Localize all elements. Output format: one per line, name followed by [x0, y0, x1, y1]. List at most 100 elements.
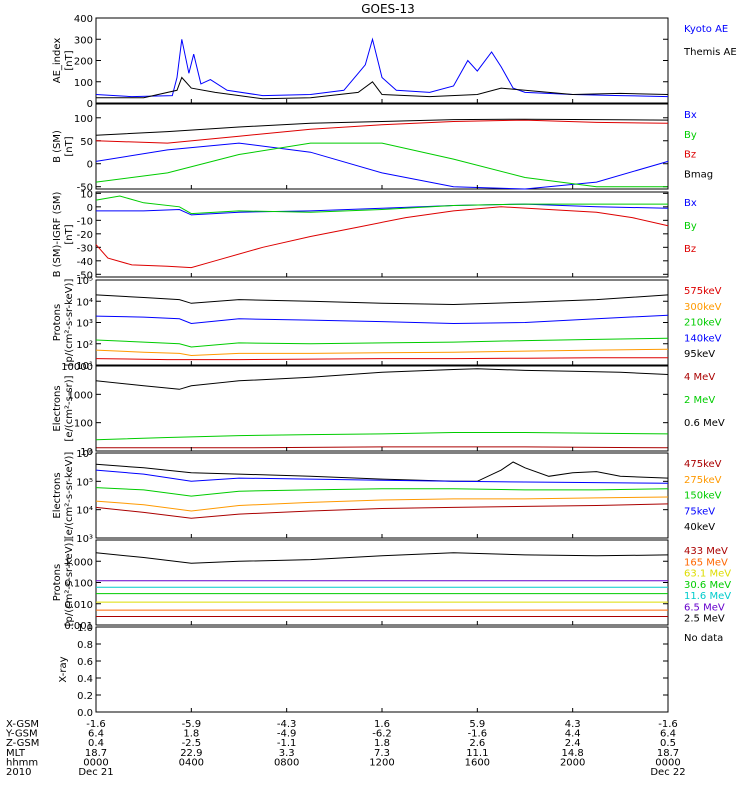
series-line-6-5 [95, 503, 669, 519]
row-value: -1.6 [658, 719, 678, 730]
row-value: -1.6 [468, 729, 488, 740]
y-tick-label: -10 [77, 216, 93, 227]
row-value: 1.6 [374, 719, 390, 730]
legend-entry: 95keV [684, 349, 715, 360]
y-tick-label: 10² [76, 340, 93, 351]
y-axis-label: [e/(cm²-s-sr)] [64, 375, 75, 441]
y-tick-label: -50 [77, 183, 93, 194]
row-value: 0000 [83, 757, 108, 768]
y-tick-label: 10000 [61, 362, 93, 373]
legend-entry: 0.6 MeV [684, 418, 725, 429]
row-value: 0800 [274, 757, 299, 768]
y-tick-label: 10⁴ [76, 297, 93, 308]
panel-frame [95, 539, 669, 626]
panel-frame [95, 103, 669, 190]
legend-entry: Kyoto AE [684, 24, 728, 35]
y-tick-label: 0 [87, 99, 93, 110]
y-tick-label: 1.000 [64, 557, 93, 568]
series-line-4-2 [95, 314, 669, 325]
row-value: -4.9 [277, 729, 297, 740]
legend-entry: 4 MeV [684, 372, 715, 383]
y-axis-label: B (SM) [52, 130, 63, 163]
series-line-3-1 [96, 203, 669, 216]
row-value: 5.9 [469, 719, 485, 730]
y-tick-label: 10⁵ [76, 477, 93, 488]
y-tick-label: 100 [74, 114, 93, 125]
row-value: Dec 22 [650, 767, 685, 778]
row-value: -6.2 [372, 729, 392, 740]
row-value: 2000 [560, 757, 585, 768]
y-tick-label: 200 [74, 57, 93, 68]
legend-entry: 210keV [684, 318, 722, 329]
series-line-2-2 [95, 142, 668, 188]
legend-entry: 40keV [684, 522, 715, 533]
legend-entry: 2.5 MeV [684, 614, 725, 625]
series-line-2-1 [95, 142, 669, 190]
y-tick-label: 300 [74, 35, 93, 46]
row-value: 6.4 [88, 729, 104, 740]
y-tick-label: 10⁴ [76, 506, 93, 517]
legend-entry: 165 MeV [684, 557, 728, 568]
y-tick-label: 0.0 [77, 708, 93, 719]
y-tick-label: 0 [87, 203, 93, 214]
series-line-5-1 [95, 368, 669, 390]
panel-1: 0 100 200 300 400 AE_index [nT] Kyoto AE Themis … [52, 14, 737, 110]
y-tick-label: 100 [74, 78, 93, 89]
legend-entry: 140keV [684, 333, 722, 344]
y-tick-label: 10⁶ [76, 449, 93, 460]
series-line-2-3 [95, 119, 669, 144]
row-label: hhmm [6, 757, 38, 768]
row-value: 0000 [655, 757, 680, 768]
series-line-1-1 [95, 37, 669, 98]
y-tick-label: 0.4 [77, 674, 93, 685]
row-label: MLT [6, 748, 26, 759]
y-tick-label: 10³ [76, 319, 93, 330]
legend-entry: 63.1 MeV [684, 569, 731, 580]
series-line-2-4 [95, 118, 669, 136]
panel-frame [95, 17, 669, 104]
series-line-6-4 [95, 496, 669, 512]
legend-entry: 6.5 MeV [684, 602, 725, 613]
row-value: 3.3 [279, 748, 295, 759]
y-axis-label: [nT] [64, 136, 75, 156]
legend-entry: Bx [684, 198, 697, 209]
series-line-4-4 [95, 348, 669, 357]
row-value: 1.8 [374, 738, 390, 749]
legend-entry: 433 MeV [684, 546, 728, 557]
y-tick-label: 50 [80, 137, 93, 148]
row-value: 6.4 [660, 729, 676, 740]
y-axis-label: [e/(cm²-s-sr-keV)] [64, 452, 75, 540]
legend-entry: 2 MeV [684, 395, 715, 406]
legend-entry: 575keV [684, 286, 722, 297]
y-axis-label: Electrons [52, 385, 63, 431]
legend-entry: 275keV [684, 475, 722, 486]
y-tick-label: 1.0 [77, 623, 93, 634]
legend-entry: Themis AE [683, 47, 737, 58]
y-tick-label: 0.100 [64, 579, 93, 590]
y-tick-label: 10 [80, 447, 93, 458]
series-line-5-2 [95, 432, 669, 441]
series-line-4-5 [95, 357, 668, 361]
y-axis-label: [p/(cm²-s-sr-keV)] [64, 539, 75, 627]
row-label: Y-GSM [5, 729, 38, 740]
row-value: 1600 [465, 757, 490, 768]
series-line-6-2 [95, 469, 669, 484]
panel-frame [95, 626, 669, 713]
y-tick-label: -30 [77, 243, 93, 254]
legend-entry: Bx [684, 110, 697, 121]
series-line-4-1 [95, 294, 669, 306]
legend-entry: By [684, 221, 697, 232]
legend-entry: 11.6 MeV [684, 591, 731, 602]
chart-title: GOES-13 [361, 2, 415, 16]
row-value: -4.3 [277, 719, 297, 730]
row-value: 7.3 [374, 748, 390, 759]
y-tick-label: 0.001 [64, 621, 93, 632]
y-tick-label: 10 [80, 189, 93, 200]
row-value: -2.5 [182, 738, 202, 749]
row-value: 14.8 [562, 748, 584, 759]
panel-4: 10¹ 10² 10³ 10⁴ 10⁵ Protons [p/(cm²-s-sr-keV)]… [52, 276, 722, 372]
row-value: -1.6 [86, 719, 106, 730]
row-value: 1200 [369, 757, 394, 768]
